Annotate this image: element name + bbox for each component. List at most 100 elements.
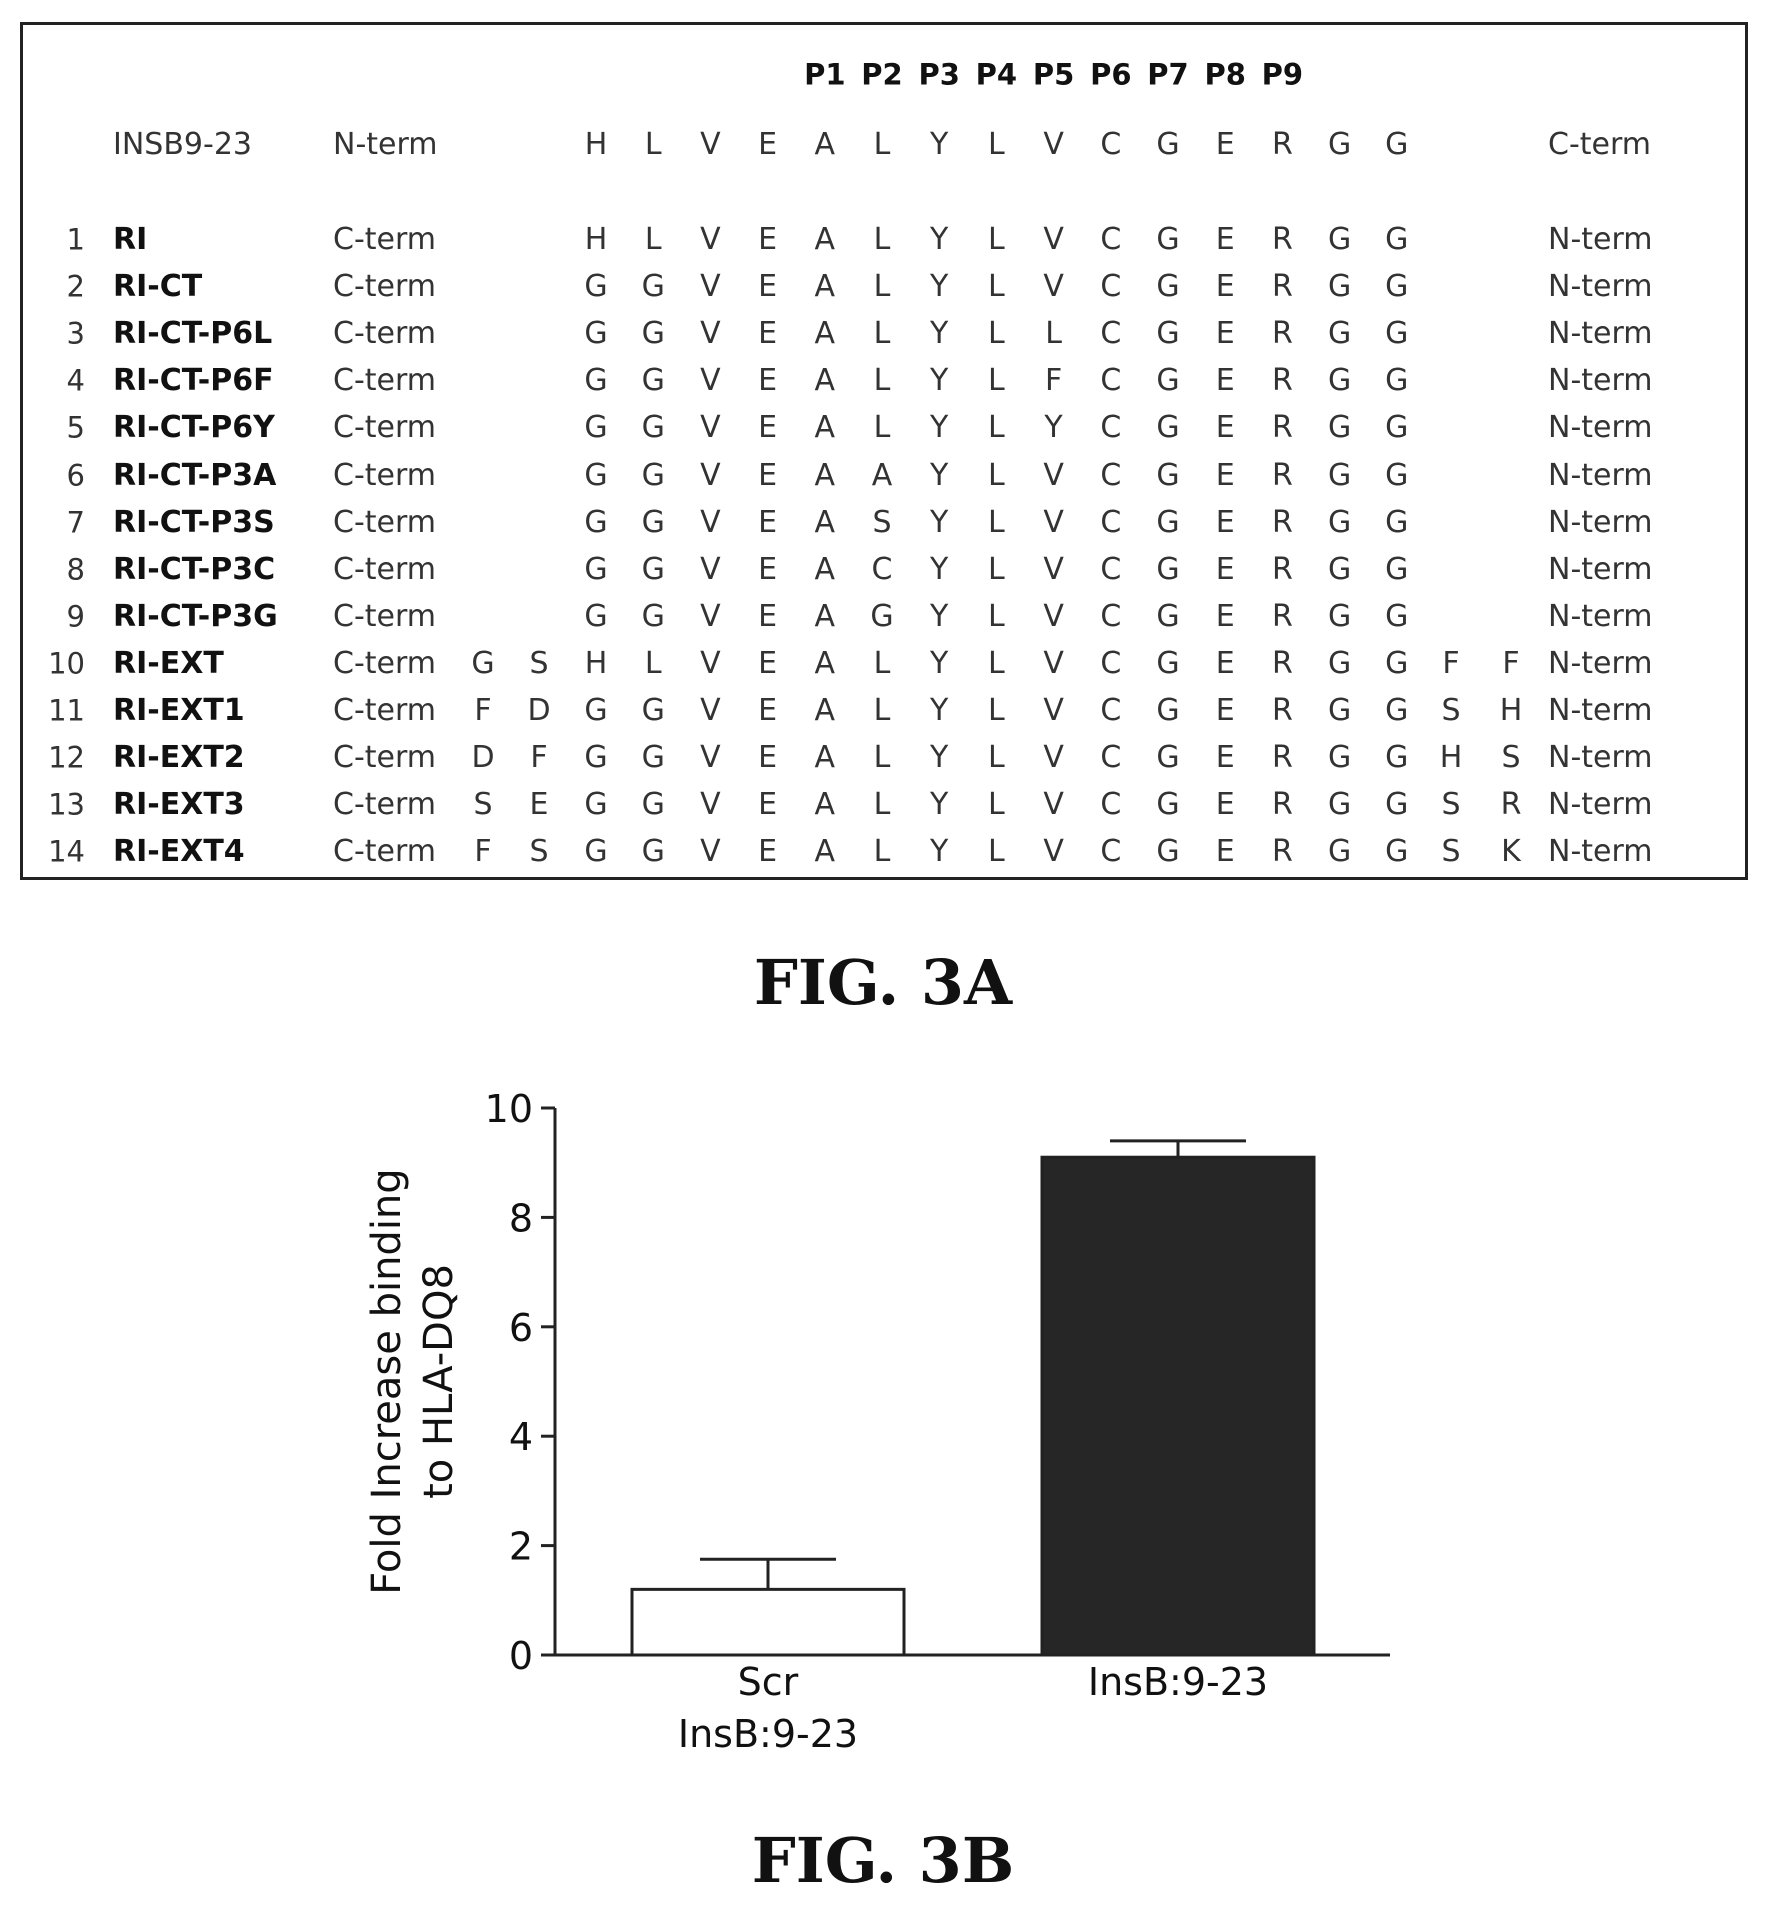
residue: G xyxy=(1327,787,1352,823)
row-left-term: C-term xyxy=(333,834,437,870)
residue: E xyxy=(1215,645,1235,681)
residue: V xyxy=(1043,269,1064,305)
residue: E xyxy=(758,740,778,776)
peptide-name: RI-CT-P6Y xyxy=(113,410,275,446)
peptide-name: RI-EXT2 xyxy=(113,740,245,776)
extension-residue: F xyxy=(474,834,492,870)
row-left-term: C-term xyxy=(333,693,437,728)
row-right-term: N-term xyxy=(1548,693,1653,728)
row-right-term: N-term xyxy=(1548,598,1653,634)
row-number: 9 xyxy=(66,599,85,634)
residue: E xyxy=(758,551,778,587)
residue: R xyxy=(1271,363,1293,399)
row-left-term: C-term xyxy=(333,363,437,399)
residue: Y xyxy=(930,363,949,399)
residue: V xyxy=(700,410,721,446)
header-residue: G xyxy=(1156,127,1180,162)
residue: G xyxy=(1385,410,1409,446)
position-label: P1 xyxy=(804,57,846,92)
y-axis-label: Fold Increase binding xyxy=(364,1168,410,1594)
row-number: 8 xyxy=(66,552,85,587)
residue: H xyxy=(584,222,608,257)
row-number: 3 xyxy=(66,316,85,351)
residue: G xyxy=(1327,598,1352,634)
residue: L xyxy=(988,363,1005,399)
residue: G xyxy=(584,410,608,446)
residue: G xyxy=(1327,457,1352,493)
residue: A xyxy=(814,504,836,540)
residue: A xyxy=(814,740,836,776)
extension-residue: S xyxy=(1441,787,1461,823)
residue: C xyxy=(1100,693,1122,728)
residue: V xyxy=(1043,551,1064,587)
residue: G xyxy=(1327,693,1352,728)
residue: E xyxy=(1215,598,1235,634)
row-right-term: N-term xyxy=(1548,316,1653,352)
residue: V xyxy=(700,740,721,776)
residue: R xyxy=(1271,504,1293,540)
residue: G xyxy=(1156,551,1180,587)
residue: G xyxy=(584,834,608,870)
residue: G xyxy=(1156,645,1180,681)
residue: A xyxy=(814,598,836,634)
residue: L xyxy=(988,787,1005,823)
residue: E xyxy=(758,269,778,305)
residue: V xyxy=(700,645,721,681)
peptide-name: RI-EXT3 xyxy=(113,787,245,823)
residue: R xyxy=(1271,645,1293,681)
residue: C xyxy=(1100,834,1122,870)
residue: C xyxy=(1100,457,1122,493)
residue: Y xyxy=(930,645,949,681)
residue: C xyxy=(871,551,893,587)
row-number: 12 xyxy=(48,740,85,775)
residue: A xyxy=(814,269,836,305)
residue: G xyxy=(1327,834,1352,870)
binding-bar-chart: 0 2 4 6 8 10 Scr InsB:9-23 InsB:9-23 Fold Increas… xyxy=(340,1087,1440,1790)
residue: V xyxy=(700,504,721,540)
residue: G xyxy=(1327,269,1352,305)
residue: V xyxy=(1043,693,1064,728)
residue: E xyxy=(758,316,778,352)
row-left-term: C-term xyxy=(333,787,437,823)
row-number: 1 xyxy=(66,222,85,257)
residue: G xyxy=(1385,316,1409,352)
residue: G xyxy=(870,598,894,634)
residue: E xyxy=(1215,457,1235,493)
residue: V xyxy=(1043,598,1064,634)
extension-residue: F xyxy=(474,693,492,728)
residue: G xyxy=(1156,504,1180,540)
residue: L xyxy=(988,316,1005,352)
residue: V xyxy=(700,598,721,634)
peptide-name: RI-CT-P3A xyxy=(113,457,277,493)
extension-residue: S xyxy=(1501,740,1521,776)
row-right-term: N-term xyxy=(1548,551,1653,587)
peptide-name: RI-EXT1 xyxy=(113,693,245,728)
residue: A xyxy=(871,457,893,493)
header-residue: E xyxy=(758,127,778,162)
residue: R xyxy=(1271,269,1293,305)
residue: G xyxy=(1385,834,1409,870)
residue: G xyxy=(1327,551,1352,587)
residue: G xyxy=(1156,834,1180,870)
peptide-name: RI-CT-P6F xyxy=(113,363,274,399)
residue: A xyxy=(814,457,836,493)
residue: G xyxy=(1385,222,1409,257)
extension-residue: G xyxy=(471,645,495,681)
peptide-name: RI-CT-P3C xyxy=(113,551,276,587)
row-number: 13 xyxy=(48,787,85,822)
extension-residue: S xyxy=(1441,693,1461,728)
residue: G xyxy=(1327,363,1352,399)
residue: E xyxy=(1215,551,1235,587)
residue: Y xyxy=(930,269,949,305)
residue: E xyxy=(1215,363,1235,399)
position-label: P5 xyxy=(1032,57,1075,92)
residue: Y xyxy=(930,834,949,870)
row-right-term: N-term xyxy=(1548,363,1653,399)
residue: E xyxy=(758,834,778,870)
row-left-term: C-term xyxy=(333,598,437,634)
residue: G xyxy=(584,363,608,399)
row-number: 4 xyxy=(66,363,85,398)
residue: L xyxy=(873,787,891,823)
row-right-term: N-term xyxy=(1548,269,1653,305)
residue: L xyxy=(988,222,1005,257)
